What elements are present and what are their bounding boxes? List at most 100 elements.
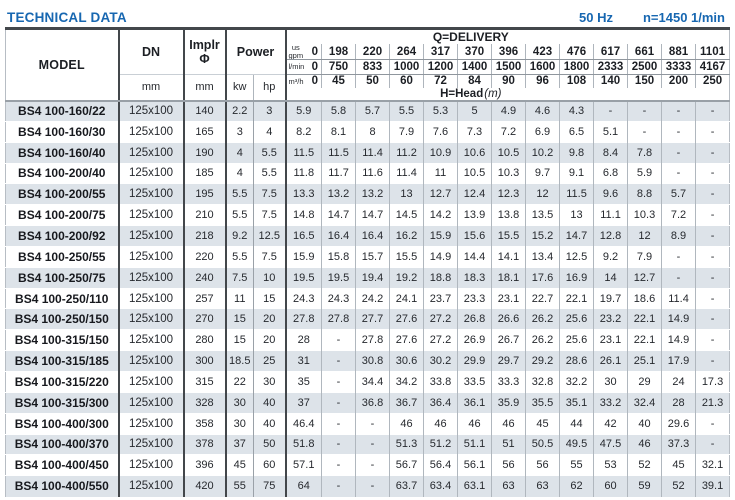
head-value: 8 xyxy=(355,120,390,143)
head-value: 24.2 xyxy=(355,287,390,309)
head-value: 37 xyxy=(284,391,322,414)
head-value: 27.6 xyxy=(389,329,424,351)
dn-value: 125x100 xyxy=(117,141,184,164)
head-value: 18.3 xyxy=(457,266,492,289)
head-value: 29.2 xyxy=(525,350,560,372)
impeller-diameter-value: 358 xyxy=(182,412,226,434)
head-value: 23.7 xyxy=(423,287,458,309)
head-value: 10.5 xyxy=(457,162,492,184)
head-value: 26.9 xyxy=(457,329,492,351)
table-body: BS4 100-160/22 125x100 140 2.2 3 5.9 5.8 5.7 5.5… xyxy=(5,100,730,497)
head-value: 40 xyxy=(627,412,662,434)
head-value: 46 xyxy=(423,412,458,434)
kw-unit-label: kw xyxy=(224,74,254,102)
head-value: 13.4 xyxy=(525,245,560,268)
power-hp-value: 75 xyxy=(252,475,286,497)
head-value: 15.7 xyxy=(355,245,390,268)
model-name: BS4 100-160/22 xyxy=(5,100,119,122)
head-value: 36.4 xyxy=(423,391,458,414)
head-value: 4.3 xyxy=(559,100,594,122)
head-value: 51 xyxy=(491,433,526,455)
q-m3h-value: 60 xyxy=(389,74,424,88)
head-value: 19.2 xyxy=(389,266,424,289)
head-value: 7.2 xyxy=(491,120,526,143)
q-gpm-value: 423 xyxy=(525,44,560,60)
q-unit-lmin: l/min 0 xyxy=(284,59,322,75)
head-value: 11.5 xyxy=(321,141,356,164)
head-value: 14.1 xyxy=(491,245,526,268)
hp-unit-label: hp xyxy=(252,74,286,102)
head-value: 32.1 xyxy=(695,454,730,476)
head-value: 22.1 xyxy=(627,329,662,351)
head-value: - xyxy=(321,370,356,393)
head-value: 8.2 xyxy=(284,120,322,143)
q-gpm-value: 617 xyxy=(593,44,628,60)
head-value: - xyxy=(355,454,390,476)
model-name: BS4 100-315/185 xyxy=(5,350,119,372)
head-value: 36.8 xyxy=(355,391,390,414)
impeller-diameter-value: 140 xyxy=(182,100,226,122)
head-value: 9.2 xyxy=(593,245,628,268)
head-value: 9.7 xyxy=(525,162,560,184)
head-value: - xyxy=(695,266,730,289)
head-value: 42 xyxy=(593,412,628,434)
head-value: 12.8 xyxy=(593,225,628,247)
head-value: 24.3 xyxy=(321,287,356,309)
q-lmin-value: 833 xyxy=(355,59,390,75)
impeller-diameter-value: 185 xyxy=(182,162,226,184)
head-value: 51.3 xyxy=(389,433,424,455)
head-value: 17.3 xyxy=(695,370,730,393)
head-value: 27.2 xyxy=(423,308,458,330)
q-m3h-value: 108 xyxy=(559,74,594,88)
power-kw-value: 15 xyxy=(224,329,254,351)
head-value: 15.9 xyxy=(423,225,458,247)
head-value: 9.8 xyxy=(559,141,594,164)
power-hp-value: 25 xyxy=(252,350,286,372)
head-value: 59 xyxy=(627,475,662,497)
impeller-diameter-value: 165 xyxy=(182,120,226,143)
dn-unit-label: mm xyxy=(117,74,184,102)
head-value: 14 xyxy=(593,266,628,289)
head-value: 15.6 xyxy=(457,225,492,247)
head-value: 23.2 xyxy=(593,308,628,330)
head-value: 10.3 xyxy=(491,162,526,184)
head-value: 46 xyxy=(627,433,662,455)
dn-value: 125x100 xyxy=(117,308,184,330)
head-value: 4.6 xyxy=(525,100,560,122)
q-lmin-value: 2500 xyxy=(627,59,662,75)
head-value: 13.3 xyxy=(284,183,322,205)
q-lmin-value: 750 xyxy=(321,59,356,75)
head-value: - xyxy=(695,287,730,309)
q-lmin-value: 2333 xyxy=(593,59,628,75)
head-value: - xyxy=(321,475,356,497)
head-value: 51.8 xyxy=(284,433,322,455)
impeller-diameter-value: 420 xyxy=(182,475,226,497)
head-value: 16.2 xyxy=(389,225,424,247)
head-value: 46.4 xyxy=(284,412,322,434)
head-value: 13.5 xyxy=(525,204,560,226)
impeller-diameter-value: 328 xyxy=(182,391,226,414)
q-gpm-value: 476 xyxy=(559,44,594,60)
impeller-diameter-value: 300 xyxy=(182,350,226,372)
head-value: 33.2 xyxy=(593,391,628,414)
head-value: 52 xyxy=(661,475,696,497)
impeller-diameter-value: 280 xyxy=(182,329,226,351)
head-value: 22.7 xyxy=(525,287,560,309)
head-value: - xyxy=(695,245,730,268)
head-value: - xyxy=(695,162,730,184)
head-value: 23.1 xyxy=(491,287,526,309)
head-value: 46 xyxy=(491,412,526,434)
head-value: 7.9 xyxy=(627,245,662,268)
head-value: 25.6 xyxy=(559,308,594,330)
head-value: 7.8 xyxy=(627,141,662,164)
head-value: 6.5 xyxy=(559,120,594,143)
q-gpm-value: 396 xyxy=(491,44,526,60)
head-value: - xyxy=(627,120,662,143)
head-value: 14.9 xyxy=(661,308,696,330)
head-value: 29 xyxy=(627,370,662,393)
q-delivery-header: Q=DELIVERY xyxy=(284,28,730,44)
power-kw-value: 7.5 xyxy=(224,266,254,289)
dn-value: 125x100 xyxy=(117,370,184,393)
power-hp-value: 7.5 xyxy=(252,245,286,268)
head-value: 5.7 xyxy=(355,100,390,122)
